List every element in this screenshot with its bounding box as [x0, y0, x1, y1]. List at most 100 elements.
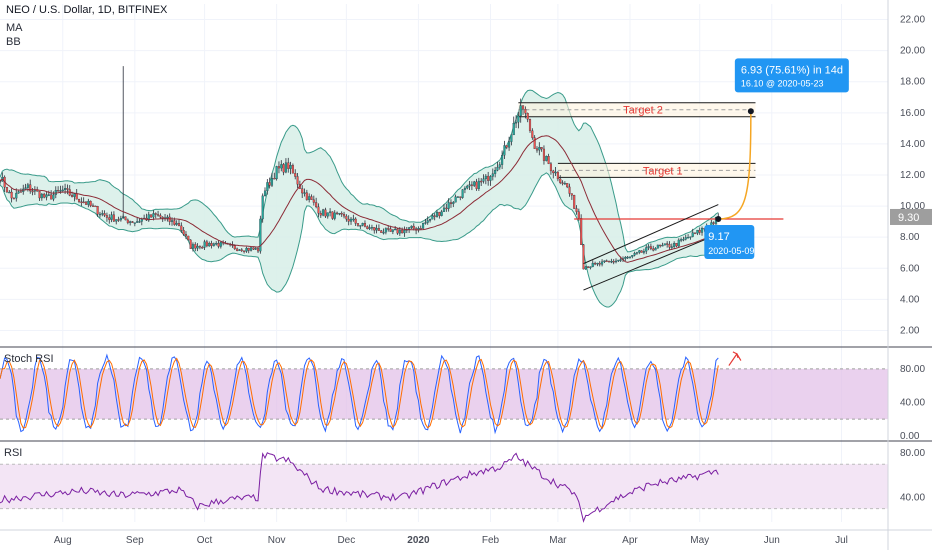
candle-body [475, 181, 478, 189]
candle-body [547, 156, 550, 164]
candle-body [87, 200, 90, 205]
candles [0, 66, 720, 270]
candle-body [454, 196, 457, 203]
candle-body [498, 164, 501, 168]
candle-body [138, 221, 141, 223]
time-tick-label: 2020 [407, 535, 430, 546]
stoch-rsi-label[interactable]: Stoch RSI [4, 353, 54, 365]
last-price-box [890, 208, 932, 225]
candle-body [326, 212, 329, 217]
candle-body [322, 209, 325, 216]
candle-body [189, 239, 192, 249]
candle-body [194, 244, 197, 249]
candle-body [47, 194, 50, 196]
candle-body [112, 214, 115, 222]
candle-body [649, 246, 652, 250]
candle-body [431, 215, 434, 220]
candle-body [82, 201, 85, 204]
candle-body [240, 249, 243, 251]
candle-body [607, 260, 611, 263]
stoch-k-line [0, 353, 719, 435]
candle-body [398, 229, 401, 234]
candle-body [403, 230, 406, 234]
bb-fill [0, 90, 719, 307]
candle-body [566, 183, 569, 188]
candle-body [570, 193, 573, 196]
candle-body [17, 191, 20, 194]
candle-body [12, 197, 15, 200]
candle-body [310, 196, 313, 200]
candle-body [305, 192, 308, 200]
candle-body [203, 241, 206, 248]
candle-body [380, 230, 383, 233]
candle-body [359, 225, 362, 227]
candle-body [38, 191, 41, 199]
candle-body [117, 219, 120, 221]
candle-body [698, 229, 701, 233]
candle-body [635, 252, 638, 254]
candle-body [31, 190, 34, 193]
candle-body [29, 184, 32, 192]
candle-body [601, 261, 604, 265]
candle-body [345, 215, 348, 220]
candle-body [196, 245, 199, 249]
candle-body [98, 213, 102, 216]
candle-body [375, 228, 378, 231]
candle-body [59, 190, 62, 192]
price-tick-label: 4.00 [900, 294, 920, 305]
candle-body [182, 230, 185, 235]
candle-body [19, 191, 22, 193]
moving-average [0, 135, 719, 263]
time-tick-label: Dec [337, 535, 355, 546]
candle-body [101, 213, 104, 215]
candle-body [591, 262, 594, 267]
candle-body [66, 188, 69, 190]
candle-body [384, 228, 387, 233]
grid [0, 4, 888, 522]
candle-body [442, 207, 446, 212]
chart-title: NEO / U.S. Dollar, 1D, BITFINEX [6, 4, 168, 16]
candle-body [612, 261, 615, 263]
candle-body [301, 188, 304, 194]
last-price-label: 9.30 [898, 212, 919, 224]
candle-body [408, 227, 411, 230]
rsi-label[interactable]: RSI [4, 447, 23, 459]
candle-body [40, 193, 43, 199]
point-callout-text: 9.17 [708, 231, 729, 243]
candle-body [124, 216, 127, 221]
candle-body [494, 170, 497, 174]
candle-body [445, 207, 448, 210]
candle-body [24, 187, 27, 190]
candle-body [491, 173, 494, 177]
time-tick-label: Jul [835, 535, 848, 546]
candle-body [389, 228, 392, 232]
indicator-ma-label[interactable]: MA [6, 22, 23, 34]
candle-body [0, 181, 2, 183]
candle-body [324, 209, 327, 217]
candle-body [198, 245, 201, 248]
candle-body [477, 180, 480, 189]
candle-body [150, 214, 153, 218]
candle-body [342, 213, 346, 217]
candle-body [440, 211, 443, 216]
candle-body [217, 243, 220, 247]
time-tick-label: Sep [126, 535, 144, 546]
candle-body [580, 218, 583, 245]
candle-body [526, 113, 529, 120]
candle-body [154, 213, 157, 215]
candle-body [410, 225, 413, 228]
candle-body [368, 227, 371, 229]
candle-body [5, 186, 9, 193]
candle-body [340, 213, 343, 215]
candle-body [354, 218, 357, 224]
candle-body [626, 256, 629, 259]
candle-body [233, 245, 236, 250]
candle-body [694, 232, 697, 234]
candle-body [287, 162, 290, 169]
candle-body [666, 243, 669, 245]
projection-callout-box [734, 58, 849, 93]
indicator-bb-label[interactable]: BB [6, 36, 21, 48]
candle-body [256, 248, 260, 252]
candle-body [336, 212, 339, 215]
